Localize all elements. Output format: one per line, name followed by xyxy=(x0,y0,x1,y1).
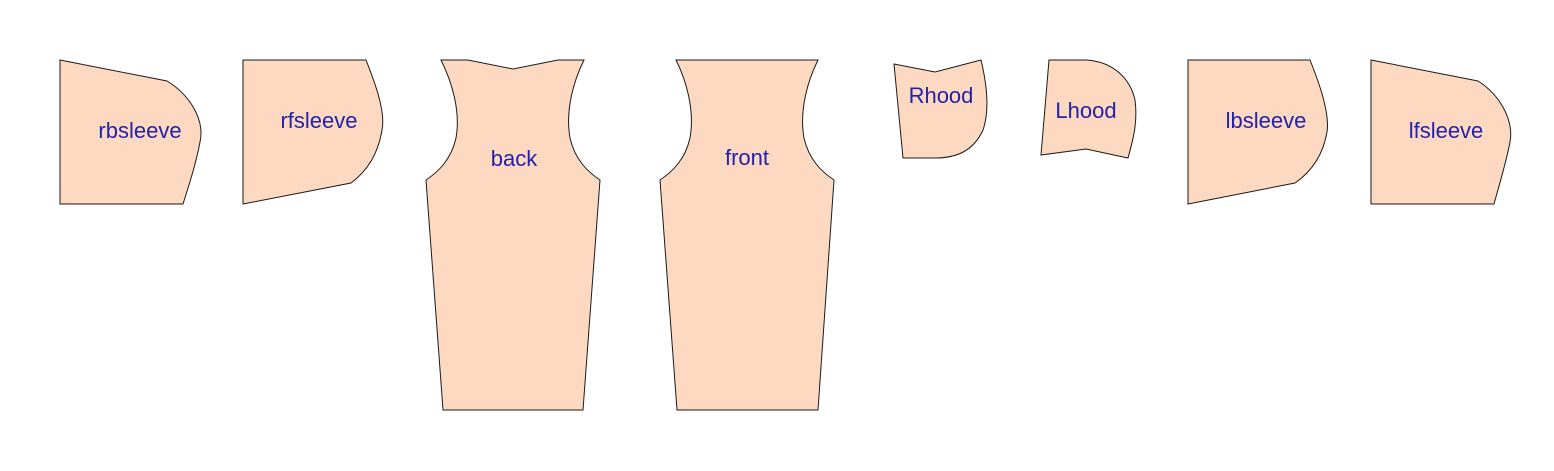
front-label: front xyxy=(725,145,769,170)
lhood-shape xyxy=(1040,59,1137,159)
rbsleeve-shape xyxy=(59,59,202,205)
rhood-label: Rhood xyxy=(909,83,974,108)
pattern-piece-back: back xyxy=(425,59,601,411)
pattern-piece-front: front xyxy=(659,59,835,411)
rfsleeve-shape xyxy=(242,59,384,205)
lbsleeve-label: lbsleeve xyxy=(1226,108,1307,133)
lbsleeve-shape xyxy=(1187,59,1328,205)
pattern-piece-lbsleeve: lbsleeve xyxy=(1187,59,1328,205)
pattern-piece-rfsleeve: rfsleeve xyxy=(242,59,384,205)
front-shape xyxy=(659,59,835,411)
rbsleeve-label: rbsleeve xyxy=(98,118,181,143)
lhood-label: Lhood xyxy=(1055,98,1116,123)
lfsleeve-label: lfsleeve xyxy=(1409,118,1484,143)
pattern-piece-rbsleeve: rbsleeve xyxy=(59,59,202,205)
pattern-piece-lfsleeve: lfsleeve xyxy=(1370,59,1512,205)
pattern-piece-lhood: Lhood xyxy=(1040,59,1137,159)
pattern-piece-rhood: Rhood xyxy=(893,59,988,159)
back-label: back xyxy=(491,146,538,171)
back-shape xyxy=(425,59,601,411)
rhood-shape xyxy=(893,59,988,159)
rfsleeve-label: rfsleeve xyxy=(280,108,357,133)
lfsleeve-shape xyxy=(1370,59,1512,205)
